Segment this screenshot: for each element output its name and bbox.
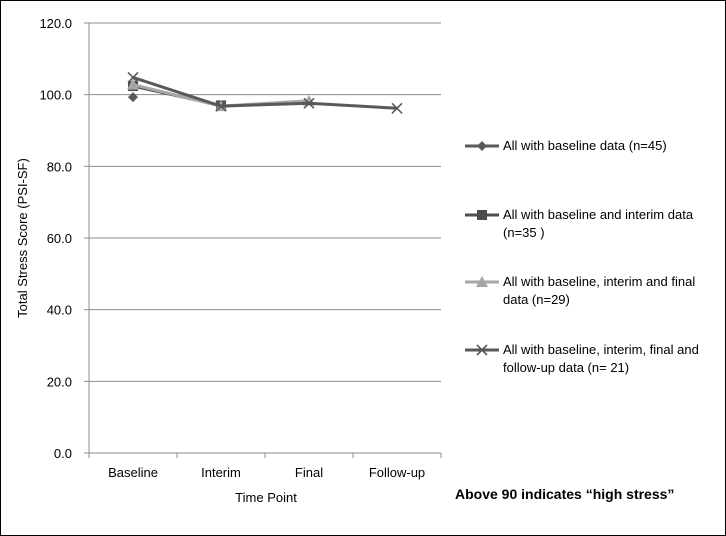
axes: 0.0 20.0 40.0 60.0 80.0 100.0 120.0 Baseline Int… <box>39 16 442 480</box>
gridlines <box>89 22 441 382</box>
data-point-square <box>477 210 487 220</box>
data-point-triangle <box>127 78 139 90</box>
data-point-diamond <box>477 141 487 151</box>
data-point-x <box>391 102 403 114</box>
series-line <box>132 76 398 110</box>
y-tick-label: 20.0 <box>47 374 72 389</box>
x-tick-label: Follow-up <box>369 465 425 480</box>
y-tick-label: 40.0 <box>47 303 72 318</box>
legend-label: All with baseline data (n=45) <box>503 138 667 153</box>
legend-swatch <box>465 141 499 151</box>
data-point-x <box>215 100 227 112</box>
x-tick-label: Final <box>295 465 323 480</box>
x-tick-label: Interim <box>201 465 241 480</box>
legend-swatch <box>465 344 499 356</box>
legend-label: All with baseline and interim data (n=35… <box>503 207 694 240</box>
data-point-x <box>476 344 488 356</box>
y-tick-label: 0.0 <box>54 446 72 461</box>
legend-label: All with baseline, interim, final and fo… <box>503 342 699 375</box>
data-point-x <box>127 71 139 84</box>
data-point-triangle <box>476 276 488 287</box>
legend-swatch <box>465 276 499 287</box>
x-tick-label: Baseline <box>108 465 158 480</box>
data-point-x <box>303 97 315 109</box>
y-tick-label: 120.0 <box>39 16 72 31</box>
x-axis-title: Time Point <box>235 490 297 505</box>
series-lines <box>127 71 403 114</box>
y-tick-label: 60.0 <box>47 231 72 246</box>
legend-swatch <box>465 210 499 220</box>
y-tick-label: 80.0 <box>47 159 72 174</box>
data-point-diamond <box>128 92 138 103</box>
y-axis-title: Total Stress Score (PSI-SF) <box>15 158 30 318</box>
y-tick-label: 100.0 <box>39 88 72 103</box>
legend-label: All with baseline, interim and final dat… <box>503 274 696 307</box>
high-stress-note: Above 90 indicates “high stress” <box>455 486 675 502</box>
